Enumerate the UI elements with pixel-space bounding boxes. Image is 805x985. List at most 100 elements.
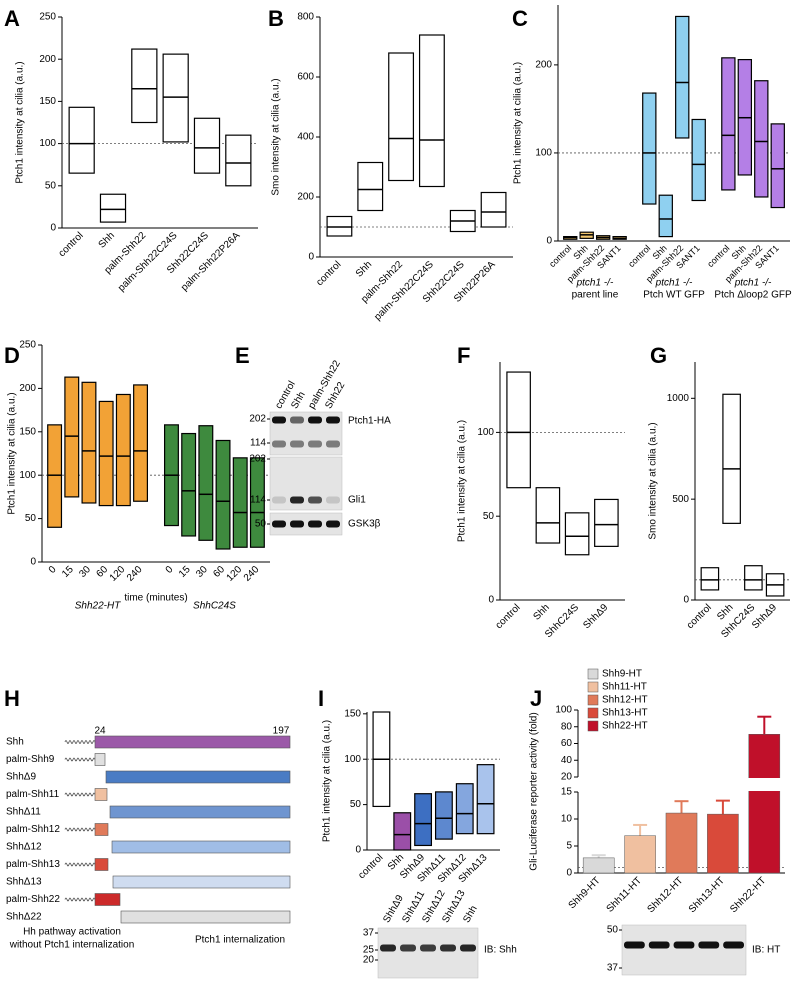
box [455,783,474,835]
marker-label: 114 [250,495,266,506]
y-tick-label: 150 [39,96,56,107]
panel-label: C [512,6,528,31]
blot-label: GSK3β [348,519,381,530]
box [418,34,445,188]
y-tick-label: 100 [535,148,552,159]
x-tick-label: 0 [164,564,176,576]
box [564,512,590,556]
blot-band [290,416,304,424]
row-label: ShhΔ9 [6,772,36,783]
box [232,457,248,548]
blot-band [723,941,744,949]
x-tick-label: Shh13-HT [687,875,727,915]
y-axis-label: Ptch1 intensity at cilia (a.u.) [15,61,26,183]
row-label: palm-Shh22 [6,894,60,905]
blot-band [380,944,396,952]
group-label: ShhC24S [193,601,236,612]
y-tick-label: 10 [561,814,573,825]
axis-break [575,778,785,791]
domain-bar [94,823,109,836]
group-note: Ptch Δloop2 GFP [714,290,792,301]
group-label: Shh22-HT [75,601,121,612]
y-tick-label: 20 [561,772,573,783]
legend-swatch [587,681,599,693]
panel-label: B [268,6,284,31]
domain-bar [94,893,121,906]
x-tick-label: 120 [108,564,128,584]
box [81,381,97,504]
box [744,565,763,591]
y-tick-label: 200 [39,54,56,65]
y-axis-label: Ptch1 intensity at cilia (a.u.) [322,720,333,842]
y-tick-label: 100 [555,705,572,716]
note: without Ptch1 internalization [9,940,135,951]
panel-label: D [4,343,20,368]
blot-label: IB: HT [752,945,780,956]
blot-band [673,941,695,949]
note: Hh pathway activation [23,927,121,938]
x-tick-label: 15 [177,564,193,580]
y-tick-label: 200 [19,383,36,394]
y-tick-label: 1000 [667,393,690,404]
y-tick-label: 50 [45,180,57,191]
y-tick-label: 50 [350,799,362,810]
lipid-tail [64,862,98,867]
domain-bar [94,858,109,871]
lipid-tail [64,827,98,832]
y-axis-label: Smo intensity at cilia (a.u.) [271,78,282,195]
x-tick-label: control [356,852,385,881]
marker-label: 25 [363,945,375,956]
marker-label: 50 [255,519,267,530]
residue-label: 197 [273,726,290,737]
row-label: Shh [6,737,24,748]
x-tick-label: 30 [194,564,210,580]
blot-band [290,440,304,448]
y-tick-label: 0 [50,223,56,234]
y-tick-label: 60 [561,738,573,749]
blot-band [308,440,322,448]
row-label: palm-Shh13 [6,859,60,870]
blot-label: Gli1 [348,495,366,506]
y-tick-label: 600 [297,72,314,83]
x-tick-label: ShhΔ9 [581,602,610,631]
bar [748,734,781,874]
row-label: palm-Shh11 [6,789,60,800]
box [357,161,384,212]
domain-bar [94,753,106,766]
y-tick-label: 40 [561,755,573,766]
y-tick-label: 0 [566,868,572,879]
domain-bar [105,770,291,784]
blot-band [698,941,720,949]
marker-label: 202 [249,414,266,425]
blot-band [272,440,286,448]
domain-bar [94,788,108,801]
legend-swatch [587,707,599,719]
blot-band [400,944,416,952]
blot-band [460,944,476,952]
box [476,764,495,835]
lipid-tail [64,740,98,744]
y-tick-label: 250 [39,12,56,23]
blot-band [308,496,322,504]
blot-band [308,416,322,424]
y-tick-label: 100 [19,470,36,481]
y-tick-label: 0 [355,845,361,856]
box [115,393,131,507]
box [414,793,433,847]
x-tick-label: 0 [47,564,59,576]
box [225,134,252,187]
box [68,106,95,174]
y-tick-label: 0 [308,252,314,263]
y-tick-label: 150 [344,708,361,719]
domain-bar [94,735,291,749]
row-label: palm-Shh12 [6,824,60,835]
blot-band [290,520,304,528]
bar [582,857,615,874]
blot-band [272,416,286,424]
y-tick-label: 100 [477,427,494,438]
panel-label: G [650,343,667,368]
legend-label: Shh9-HT [602,669,642,680]
group-note: parent line [572,290,619,301]
box [64,376,80,498]
